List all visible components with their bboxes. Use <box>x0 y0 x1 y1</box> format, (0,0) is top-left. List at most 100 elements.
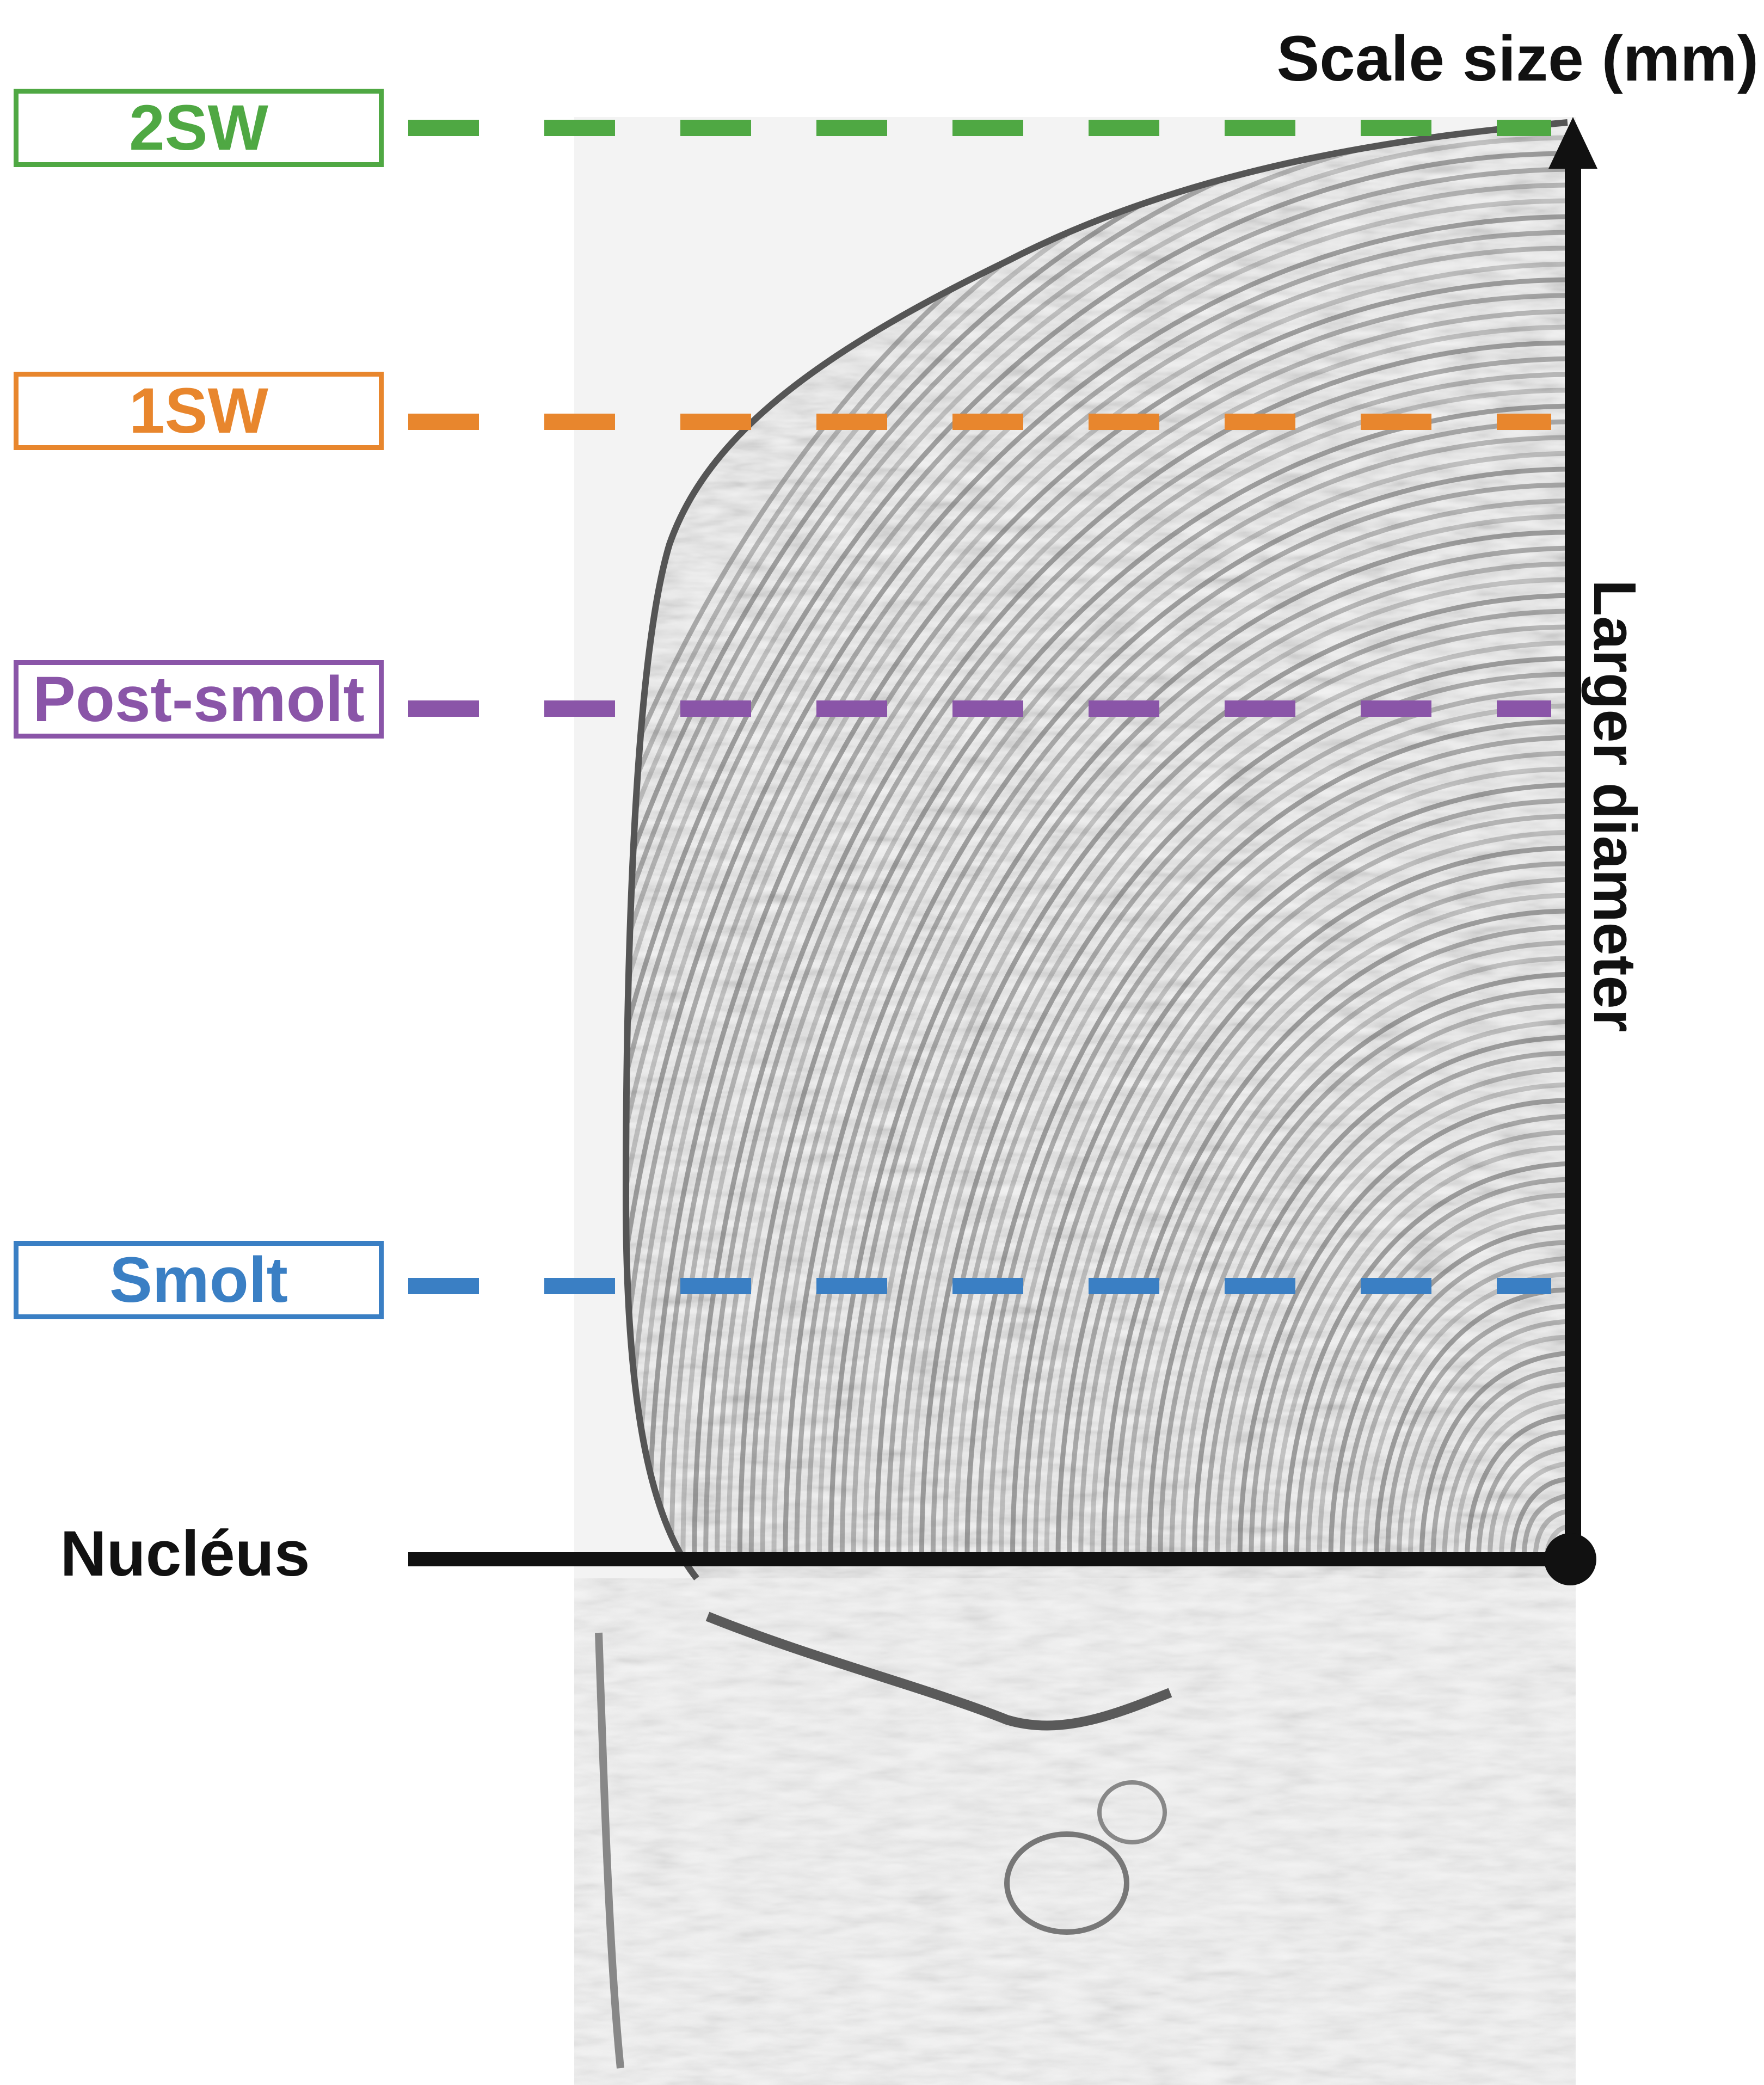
axis-title: Scale size (mm) <box>1276 23 1759 95</box>
scale-circulus <box>1374 1287 1568 1560</box>
scale-circulus <box>1214 1066 1568 1560</box>
scale-circulus <box>862 577 1568 1560</box>
scale-circulus <box>1169 1003 1568 1560</box>
scale-circulus <box>1453 1398 1568 1560</box>
scale-circulus <box>1101 908 1568 1560</box>
scale-anterior-fold <box>705 1612 1172 1731</box>
scale-circulus <box>816 514 1568 1560</box>
scale-circulus <box>1158 987 1568 1560</box>
diameter-axis-arrowhead <box>1548 117 1597 169</box>
scale-circulus <box>1521 1492 1568 1560</box>
label-1sw: 1SW <box>14 372 384 450</box>
scale-circulus <box>1044 829 1568 1560</box>
scale-circulus <box>1146 971 1568 1560</box>
scale-circulus <box>1055 845 1568 1560</box>
scale-circulus <box>1465 1413 1568 1560</box>
scale-circulus <box>626 151 1568 1560</box>
scale-circulus <box>1090 893 1568 1560</box>
scale-circulus <box>874 593 1568 1560</box>
scale-circulus <box>1135 956 1568 1560</box>
scale-circuli <box>626 122 1568 1560</box>
scale-circulus <box>657 293 1568 1560</box>
scale-circulus <box>942 687 1568 1560</box>
scale-circulus <box>726 388 1568 1560</box>
axis-label-larger-diameter: Larger diameter <box>1581 580 1648 1032</box>
scale-circulus <box>626 167 1568 1560</box>
scale-circulus <box>1192 1035 1568 1560</box>
scale-circulus <box>1317 1208 1568 1560</box>
label-2sw: 2SW <box>14 89 384 167</box>
scale-circulus <box>1010 782 1568 1560</box>
scale-circulus <box>748 419 1568 1560</box>
scale-circulus <box>964 719 1568 1560</box>
scale-circulus <box>976 735 1568 1560</box>
scale-circulus <box>1305 1192 1568 1560</box>
scale-outline <box>622 119 1568 1580</box>
scale-circulus <box>1476 1429 1568 1560</box>
scale-circulus <box>1237 1098 1568 1560</box>
scale-anterior-crack <box>595 1632 624 2069</box>
scale-circulus <box>646 277 1568 1560</box>
scale-circulus <box>919 656 1568 1560</box>
scale-circulus <box>635 261 1568 1560</box>
scale-circulus <box>737 403 1568 1560</box>
scale-circulus <box>626 245 1568 1560</box>
scale-circulus <box>703 356 1568 1560</box>
scale-anterior-cell <box>1004 1831 1129 1935</box>
scale-circulus <box>806 498 1568 1560</box>
scale-anterior-cell <box>1097 1780 1167 1844</box>
scale-circulus <box>626 122 1568 1560</box>
scale-circulus <box>626 230 1568 1560</box>
scale-circulus <box>1271 1145 1568 1560</box>
scale-circulus <box>1021 798 1568 1560</box>
scale-circulus <box>794 482 1568 1560</box>
scale-circulus <box>987 751 1568 1560</box>
scale-circulus <box>1385 1303 1568 1560</box>
label-nucleus: Nucléus <box>60 1518 310 1590</box>
scale-circulus <box>626 122 1568 1560</box>
scale-circulus <box>771 451 1568 1560</box>
scale-circulus <box>1078 877 1568 1560</box>
scale-circulus <box>1328 1224 1568 1560</box>
scale-circulus <box>1181 1019 1568 1560</box>
scale-circulus <box>1067 861 1568 1560</box>
scale-circulus <box>1112 924 1568 1560</box>
scale-circulus <box>896 624 1568 1560</box>
scale-circulus <box>839 545 1568 1560</box>
scale-circulus <box>953 703 1568 1560</box>
scale-circulus <box>715 372 1568 1560</box>
scale-circulus <box>885 608 1568 1560</box>
scale-circulus <box>760 435 1568 1560</box>
scale-circulus <box>1339 1240 1568 1560</box>
scale-circulus <box>1203 1050 1568 1560</box>
nucleus-point <box>1544 1533 1596 1585</box>
scale-circulus <box>626 182 1568 1560</box>
scale-circulus <box>626 122 1568 1560</box>
scale-circulus <box>1510 1477 1568 1560</box>
scale-circulus <box>1419 1350 1568 1560</box>
scale-circulus <box>680 324 1568 1560</box>
scale-circulus <box>999 766 1568 1560</box>
scale-circulus <box>851 561 1568 1560</box>
scale-circulus <box>1487 1445 1568 1560</box>
scale-circulus <box>1032 814 1568 1560</box>
scale-photograph <box>574 117 1576 2085</box>
scale-circulus <box>626 198 1568 1560</box>
scale-circulus <box>1442 1382 1568 1560</box>
scale-circulus <box>1396 1319 1568 1560</box>
scale-circulus <box>626 135 1568 1560</box>
label-smolt: Smolt <box>14 1241 384 1319</box>
scale-circulus <box>1260 1129 1568 1560</box>
scale-circulus <box>1498 1461 1568 1560</box>
scale-circulus <box>1533 1508 1568 1560</box>
scale-circulus <box>1430 1366 1568 1560</box>
label-post-smolt: Post-smolt <box>14 660 384 739</box>
scale-circulus <box>1123 940 1568 1560</box>
scale-circulus <box>626 214 1568 1560</box>
scale-circulus <box>828 530 1568 1560</box>
scale-circulus <box>1407 1334 1568 1560</box>
scale-circulus <box>1226 1082 1568 1560</box>
scale-circulus <box>1249 1114 1568 1560</box>
scale-circulus <box>908 640 1568 1560</box>
